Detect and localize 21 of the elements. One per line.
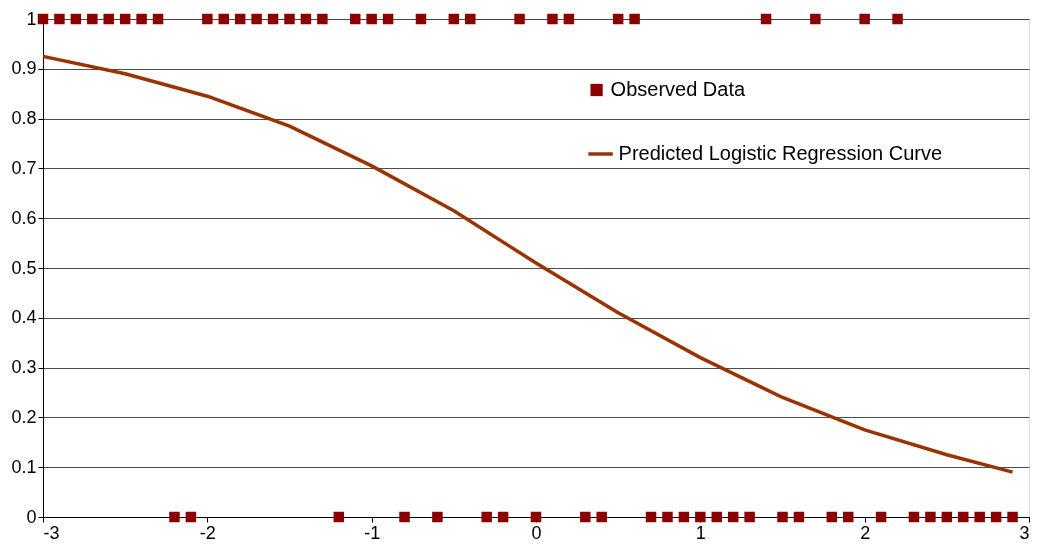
x-tick-label: 2 [860,522,871,543]
y-tick-label: 0.1 [11,456,37,477]
y-tick-label: 0.6 [11,207,37,228]
y-tick-label: 0.4 [11,307,37,328]
line-series [41,54,1015,474]
y-tick-label: 0 [26,506,37,527]
y-tick-label: 0.3 [11,357,37,378]
x-tick-label: -1 [364,522,381,543]
y-tick-label: 0.8 [11,108,37,129]
x-tick-label: -2 [199,522,216,543]
x-tick-label: -3 [43,522,60,543]
y-tick-label: 0.7 [11,157,37,178]
x-tick-label: 0 [531,522,542,543]
x-tick-label: 3 [1019,522,1030,543]
y-tick-label: 1 [26,8,37,29]
y-tick-label: 0.9 [11,58,37,79]
legend-label: Predicted Logistic Regression Curve [618,142,943,164]
legend-label: Observed Data [610,78,746,100]
y-tick-label: 0.2 [11,406,37,427]
y-tick-label: 0.5 [11,257,37,278]
x-tick-label: 1 [695,522,706,543]
